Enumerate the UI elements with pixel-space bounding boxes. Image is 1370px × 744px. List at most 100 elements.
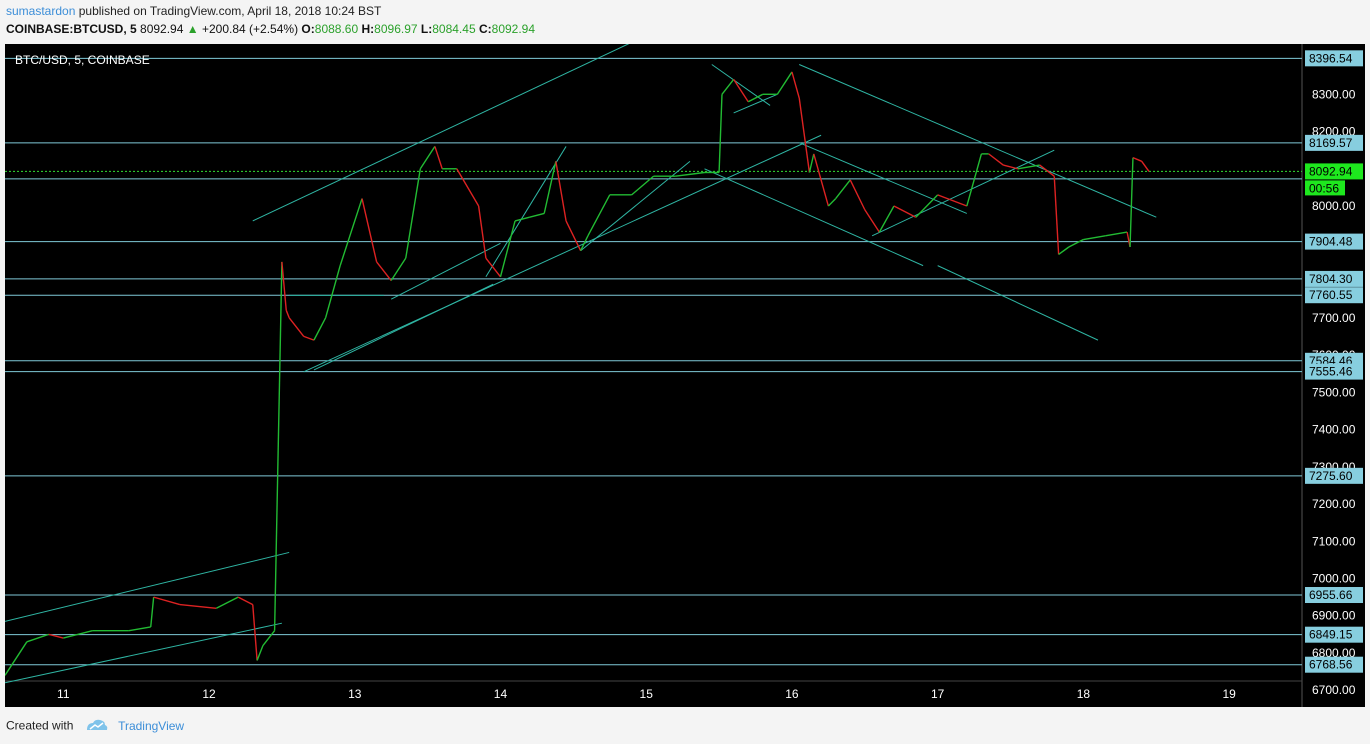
time-axis[interactable]: 11 12 13 14 15 16 17 18 19 — [57, 687, 1236, 701]
price-segment — [26, 633, 49, 643]
price-segment — [1017, 164, 1040, 170]
price-segment — [543, 161, 557, 214]
price-segment — [4, 641, 28, 676]
trendline — [313, 283, 494, 371]
price-segment — [587, 194, 611, 237]
price-segment — [405, 168, 422, 259]
price-segment — [339, 198, 363, 266]
price-segment — [150, 597, 155, 627]
price-segment — [555, 161, 567, 222]
price-segment — [324, 265, 341, 318]
y-tick-label: 6900.00 — [1312, 609, 1356, 623]
symbol-legend: COINBASE:BTCUSD, 5 8092.94 ▲ +200.84 (+2… — [6, 22, 535, 36]
price-segment — [456, 168, 480, 207]
footer: Created with TradingView — [6, 718, 184, 735]
price-segment — [273, 261, 283, 631]
publish-info: sumastardon published on TradingView.com… — [6, 4, 381, 18]
price-segment — [631, 175, 654, 196]
price-segment — [893, 205, 917, 218]
low-label: L: — [420, 22, 433, 36]
price-segment — [915, 194, 939, 218]
price-segment — [580, 235, 589, 252]
tradingview-logo-icon[interactable] — [85, 718, 109, 735]
trendline — [580, 160, 691, 252]
price-segment — [988, 153, 1004, 166]
trendline — [711, 64, 771, 106]
price-segment — [215, 596, 239, 609]
price-segment — [813, 153, 830, 207]
level-badge-label: 7275.60 — [1309, 469, 1353, 483]
y-tick-label: 8000.00 — [1312, 199, 1356, 213]
price-segment — [153, 596, 181, 606]
level-badge-label: 7904.48 — [1309, 235, 1353, 249]
price-segment — [529, 212, 545, 218]
price-segment — [434, 146, 443, 169]
price-segment — [237, 596, 254, 606]
trendline — [704, 168, 924, 267]
published-text: published on TradingView.com, April 18, … — [78, 4, 382, 18]
trendline — [390, 242, 501, 300]
level-badge — [1305, 50, 1363, 67]
price-segment — [718, 94, 723, 173]
price-segment — [776, 71, 793, 95]
author-link[interactable]: sumastardon — [6, 4, 76, 18]
price-segment — [835, 179, 851, 200]
price-segment — [827, 198, 837, 207]
high-value: 8096.97 — [374, 22, 418, 36]
price-segment — [808, 153, 815, 173]
x-tick-label: 19 — [1222, 687, 1236, 701]
x-tick-label: 12 — [202, 687, 216, 701]
level-badge-label: 6955.66 — [1309, 588, 1353, 602]
price-segment — [747, 93, 764, 103]
price-segment — [361, 198, 378, 263]
price-segment — [1129, 157, 1134, 248]
level-badge — [1305, 233, 1363, 250]
close-label: C: — [478, 22, 492, 36]
price-segment — [937, 194, 968, 207]
level-badge-label: 7760.55 — [1309, 288, 1353, 302]
level-badges: 8396.548169.577904.487804.307760.557584.… — [1305, 50, 1363, 673]
y-tick-label: 7200.00 — [1312, 497, 1356, 511]
level-badge-label: 8396.54 — [1309, 51, 1353, 65]
tradingview-brand-link[interactable]: TradingView — [118, 718, 185, 733]
price-segment — [128, 626, 151, 632]
trendline — [485, 146, 567, 278]
level-badge — [1305, 467, 1363, 484]
price-segment — [798, 97, 811, 173]
price-segment — [675, 171, 705, 177]
y-tick-label: 6700.00 — [1312, 683, 1356, 697]
price-segment — [485, 257, 502, 278]
price-segment — [721, 78, 735, 95]
horizontal-levels — [5, 57, 1302, 666]
open-label: O: — [301, 22, 315, 36]
level-badge-label: 8169.57 — [1309, 136, 1353, 150]
price-segment — [281, 261, 287, 311]
x-tick-label: 17 — [931, 687, 945, 701]
price-segment — [252, 604, 258, 661]
y-tick-label: 7100.00 — [1312, 534, 1356, 548]
up-arrow-icon: ▲ — [186, 22, 199, 36]
open-value: 8088.60 — [314, 22, 359, 36]
price-segment — [733, 79, 749, 103]
x-tick-label: 15 — [640, 687, 654, 701]
price-segment — [878, 205, 895, 233]
price-axis-separator — [5, 44, 1303, 707]
level-badge — [1305, 626, 1363, 643]
level-badge-label: 7804.30 — [1309, 272, 1353, 286]
chart-area[interactable]: 6700.00 6800.00 6900.00 7000.00 7100.00 7200.… — [4, 0, 1365, 707]
price-segment — [376, 261, 392, 281]
price-segment — [63, 629, 93, 639]
trendline — [4, 551, 290, 622]
price-segment — [313, 317, 327, 341]
low-value: 8084.45 — [432, 22, 476, 36]
countdown-label: 00:56 — [1309, 181, 1339, 195]
price-chart[interactable]: 6700.00 6800.00 6900.00 7000.00 7100.00 7200.… — [4, 0, 1365, 707]
price-segment — [179, 603, 217, 609]
y-tick-label: 8300.00 — [1312, 87, 1356, 101]
price-segment — [1132, 156, 1142, 162]
current-price-label: 8092.94 — [1309, 164, 1353, 178]
y-tick-label: 7400.00 — [1312, 423, 1356, 437]
level-badge-label: 7555.46 — [1309, 365, 1353, 379]
price-series — [4, 71, 1150, 676]
price-segment — [285, 310, 290, 319]
